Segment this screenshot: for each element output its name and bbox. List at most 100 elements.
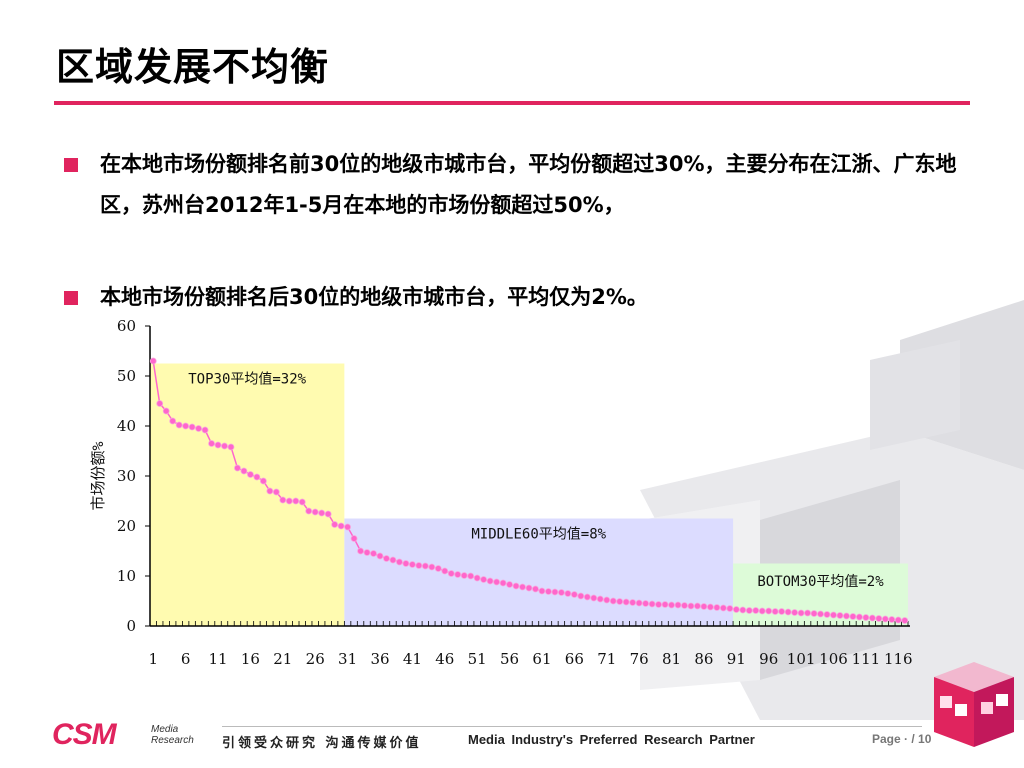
data-point xyxy=(694,602,701,610)
data-point xyxy=(208,440,215,447)
data-point xyxy=(538,587,546,595)
data-point xyxy=(739,606,747,614)
y-tick-label: 0 xyxy=(126,617,136,635)
y-axis-label: 市场份额% xyxy=(89,441,107,510)
data-point xyxy=(629,599,637,606)
data-point xyxy=(797,609,805,617)
data-point xyxy=(279,496,287,504)
y-tick-label: 40 xyxy=(117,417,136,435)
footer-page-number: Page · / 10 xyxy=(872,732,932,746)
data-point xyxy=(149,357,157,365)
data-point xyxy=(745,607,753,614)
band-label-2: MIDDLE60平均值=8% xyxy=(471,527,606,543)
slide-title: 区域发展不均衡 xyxy=(56,45,330,89)
data-point xyxy=(596,595,604,603)
data-point xyxy=(635,599,643,607)
data-point xyxy=(428,563,436,571)
data-point xyxy=(506,581,513,588)
data-point xyxy=(557,589,565,596)
data-point xyxy=(311,508,319,516)
x-tick-label: 26 xyxy=(306,650,325,668)
data-point xyxy=(389,556,397,564)
data-point xyxy=(285,497,293,505)
y-tick-label: 30 xyxy=(117,467,136,485)
average-bands xyxy=(150,363,908,626)
data-point xyxy=(843,612,850,620)
data-point xyxy=(791,609,799,616)
data-point xyxy=(408,561,416,568)
data-point xyxy=(214,441,222,449)
x-tick-label: 21 xyxy=(273,650,292,668)
data-point xyxy=(752,607,760,614)
footer-rule xyxy=(222,726,922,727)
photo-cube-icon xyxy=(934,662,1014,747)
data-point xyxy=(182,422,190,430)
data-point xyxy=(778,608,786,615)
data-point xyxy=(622,598,630,606)
data-point xyxy=(227,443,235,451)
band-2 xyxy=(344,518,734,626)
bullet-item-2: 本地市场份额排名后30位的地级市城市台，平均仅为2%。 xyxy=(64,277,964,318)
chart-axes xyxy=(145,325,910,627)
data-point xyxy=(201,426,209,434)
data-point xyxy=(460,572,468,579)
data-point xyxy=(668,601,675,609)
data-point xyxy=(810,610,818,617)
data-point xyxy=(499,579,507,587)
data-point xyxy=(266,487,274,495)
data-point xyxy=(642,600,650,607)
data-point xyxy=(253,473,261,481)
logo-sub-research: Research xyxy=(151,735,194,746)
data-point xyxy=(881,615,889,623)
data-point xyxy=(240,467,248,475)
data-point xyxy=(888,616,896,623)
data-point xyxy=(259,477,267,485)
y-tick-label: 60 xyxy=(117,317,136,335)
data-point xyxy=(350,535,358,542)
data-point xyxy=(383,555,390,562)
data-point xyxy=(434,565,442,572)
x-tick-label: 46 xyxy=(435,650,454,668)
x-tick-label: 51 xyxy=(468,650,487,668)
x-tick-label: 86 xyxy=(694,650,713,668)
data-point xyxy=(234,464,241,472)
data-point xyxy=(765,607,773,615)
x-tick-label: 6 xyxy=(181,650,191,668)
x-tick-label: 106 xyxy=(819,650,848,668)
data-point xyxy=(156,400,164,407)
data-point xyxy=(817,610,824,618)
data-point xyxy=(247,471,254,478)
data-point xyxy=(467,572,475,580)
data-point xyxy=(415,562,423,569)
data-point xyxy=(707,603,714,611)
data-point xyxy=(357,547,364,555)
data-point xyxy=(370,550,377,557)
data-point xyxy=(577,592,585,600)
data-point xyxy=(525,584,533,592)
data-point xyxy=(480,576,488,583)
data-point xyxy=(830,611,837,619)
data-point xyxy=(590,594,598,602)
data-point xyxy=(272,488,280,496)
data-point xyxy=(305,507,313,515)
data-point xyxy=(175,421,183,429)
data-point xyxy=(376,552,384,560)
y-tick-label: 50 xyxy=(117,367,136,385)
data-point xyxy=(700,603,708,610)
data-point xyxy=(512,582,520,590)
footer-slogan-en: Media Industry's Preferred Research Part… xyxy=(468,732,755,747)
x-tick-label: 66 xyxy=(565,650,584,668)
x-tick-label: 16 xyxy=(241,650,260,668)
data-point xyxy=(188,423,196,431)
data-point xyxy=(862,614,870,621)
data-point xyxy=(324,510,332,518)
chart-labels: TOP30平均值=32% MIDDLE60平均值=8% BOTOM30平均值=2% 0… xyxy=(89,317,913,668)
data-point xyxy=(823,611,831,618)
data-point xyxy=(551,588,559,596)
x-tick-label: 36 xyxy=(370,650,389,668)
logo-sub-media: Media xyxy=(151,724,179,735)
data-point xyxy=(344,523,351,531)
data-point xyxy=(804,609,811,617)
x-tick-label: 31 xyxy=(338,650,357,668)
